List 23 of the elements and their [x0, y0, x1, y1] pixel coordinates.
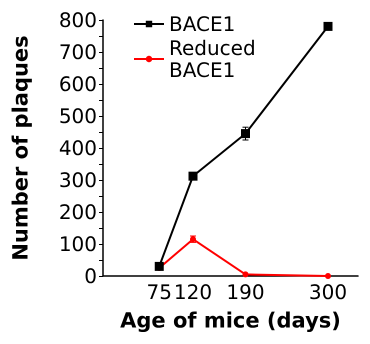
x-axis-title: Age of mice (days): [120, 308, 341, 332]
legend-label: Reduced BACE1: [169, 36, 262, 82]
y-tick-label: 0: [84, 264, 97, 288]
x-tick-label: 190: [226, 280, 265, 304]
y-tick-label: 500: [58, 104, 97, 128]
legend-label: BACE1: [169, 12, 236, 36]
y-tick-label: 800: [58, 8, 97, 32]
point: [241, 129, 250, 138]
y-tick-label: 600: [58, 72, 97, 96]
x-tick-label: 120: [174, 280, 212, 304]
y-tick-label: 300: [58, 168, 97, 192]
y-axis-title: Number of plaques: [8, 35, 32, 261]
x-tick-label: 75: [146, 280, 172, 304]
y-tick-label: 200: [58, 200, 97, 224]
point: [324, 22, 332, 31]
point: [188, 172, 198, 181]
point: [325, 273, 331, 279]
y-tick-label: 100: [58, 232, 97, 256]
x-tick-label: 300: [308, 280, 348, 304]
y-tick-label: 400: [58, 136, 97, 160]
y-tick-label: 700: [58, 40, 97, 64]
point: [242, 271, 248, 278]
point: [154, 262, 164, 271]
